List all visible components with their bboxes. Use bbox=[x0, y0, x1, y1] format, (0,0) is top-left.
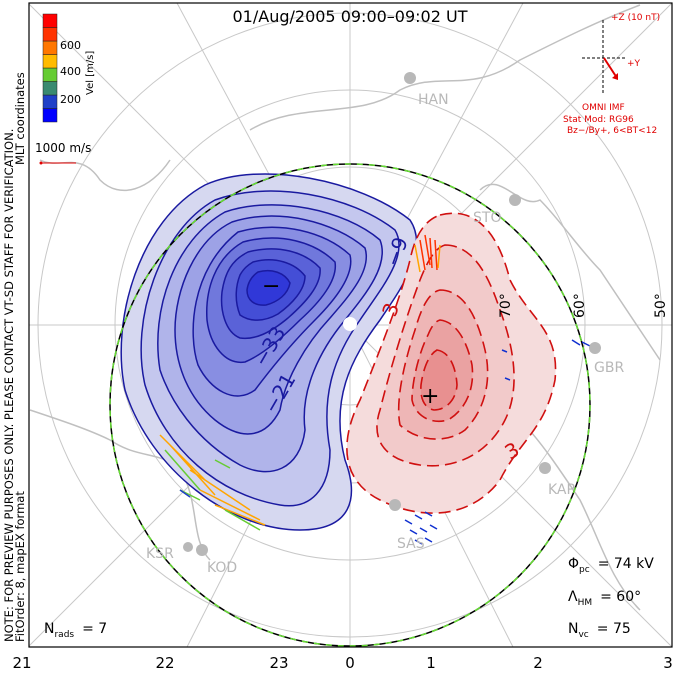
colorbar-segment bbox=[42, 94, 58, 109]
fit-order-note: FitOrder: 8, mapEX format bbox=[13, 491, 27, 642]
latitude-label-60: 60° bbox=[572, 293, 588, 318]
stat-lambda-hm: ΛHM = 60° bbox=[568, 589, 641, 608]
stat-value: = 74 kV bbox=[598, 556, 655, 572]
colorbar-segment bbox=[42, 108, 58, 123]
colorbar-tick: 200 bbox=[60, 93, 81, 106]
positive-potential-cell bbox=[346, 212, 557, 514]
colorbar-segment bbox=[42, 27, 58, 42]
imf-vector-arrow bbox=[603, 57, 618, 79]
mlt-label: 3 bbox=[663, 654, 673, 672]
reference-vector-label: 1000 m/s bbox=[35, 141, 91, 155]
imf-z-label: +Z (10 nT) bbox=[611, 13, 660, 23]
reference-vector-origin bbox=[39, 161, 43, 165]
colorbar-segment bbox=[42, 40, 58, 55]
potential-maximum-marker: + bbox=[421, 384, 439, 409]
station-label-han: HAN bbox=[418, 92, 449, 108]
station-label-gbr: GBR bbox=[594, 360, 624, 376]
negative-potential-cell bbox=[120, 173, 418, 531]
heppner-maynard-boundary bbox=[109, 163, 591, 647]
stat-value: = 7 bbox=[82, 621, 107, 637]
imf-y-label: +Y bbox=[627, 59, 641, 69]
potential-minimum-marker: − bbox=[262, 274, 280, 299]
mlt-label: 1 bbox=[426, 654, 436, 672]
plot-frame bbox=[28, 2, 673, 648]
stat-symbol: N bbox=[568, 621, 578, 637]
mlt-label: 23 bbox=[269, 654, 288, 672]
colorbar-segment bbox=[42, 67, 58, 82]
mlt-label: 22 bbox=[155, 654, 174, 672]
preview-note: NOTE: FOR PREVIEW PURPOSES ONLY. PLEASE … bbox=[2, 129, 16, 642]
mlt-label: 21 bbox=[12, 654, 31, 672]
colorbar-segment bbox=[42, 54, 58, 69]
imf-source: OMNI IMF bbox=[582, 103, 625, 113]
stat-n-rads: Nrads = 7 bbox=[44, 621, 107, 640]
stat-value: = 60° bbox=[600, 589, 641, 605]
stat-n-vc: Nvc = 75 bbox=[568, 621, 631, 640]
radar-stations: HAN STO GBR KAP SAS KOD KSR bbox=[146, 72, 624, 576]
imf-condition: Bz−/By+, 6<BT<12 bbox=[567, 126, 657, 136]
mlt-label: 2 bbox=[533, 654, 543, 672]
stat-symbol: Φ bbox=[568, 556, 579, 572]
stat-subscript: rads bbox=[54, 630, 74, 640]
colorbar-segment bbox=[42, 81, 58, 96]
imf-model: Stat Mod: RG96 bbox=[563, 115, 634, 125]
station-label-ksr: KSR bbox=[146, 546, 174, 562]
station-label-sas: SAS bbox=[397, 536, 425, 552]
stat-subscript: pc bbox=[579, 565, 590, 575]
station-label-sto: STO bbox=[473, 210, 501, 226]
colorbar-label: Vel [m/s] bbox=[85, 51, 96, 95]
latitude-label-70: 70° bbox=[498, 293, 514, 318]
stat-phi-pc: Φpc = 74 kV bbox=[568, 556, 654, 575]
coordinate-system-note: MLT coordinates bbox=[13, 72, 27, 165]
colorbar-tick: 400 bbox=[60, 65, 81, 78]
station-label-kod: KOD bbox=[207, 560, 237, 576]
colorbar-tick: 600 bbox=[60, 39, 81, 52]
stat-value: = 75 bbox=[597, 621, 631, 637]
imf-dial bbox=[582, 20, 627, 95]
mlt-label: 0 bbox=[345, 654, 355, 672]
stat-symbol: Λ bbox=[568, 589, 578, 605]
stat-subscript: HM bbox=[578, 598, 593, 608]
station-label-kap: KAP bbox=[548, 482, 575, 498]
stat-symbol: N bbox=[44, 621, 54, 637]
velocity-vectors bbox=[159, 234, 591, 545]
magnetic-pole-marker bbox=[343, 317, 357, 331]
map-title: 01/Aug/2005 09:00–09:02 UT bbox=[233, 7, 468, 26]
stat-subscript: vc bbox=[578, 630, 588, 640]
velocity-colorbar bbox=[42, 13, 58, 123]
latitude-label-50: 50° bbox=[653, 293, 669, 318]
colorbar-segment bbox=[42, 13, 58, 28]
